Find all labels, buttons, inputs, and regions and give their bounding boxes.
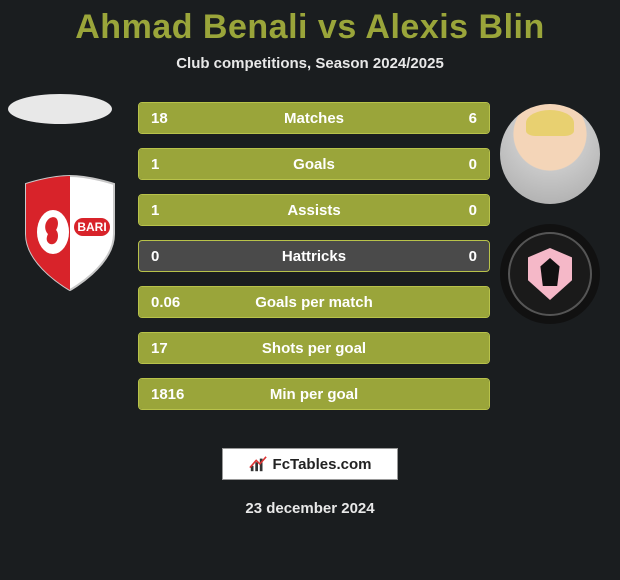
site-logo-text: FcTables.com: [273, 456, 372, 473]
club-left-badge: BARI: [20, 174, 120, 292]
comparison-body: BARI 186Matches 10Goals 10Assists 00Hattric…: [0, 94, 620, 424]
stat-row: 10Assists: [138, 194, 490, 226]
stat-row: 17Shots per goal: [138, 332, 490, 364]
stat-label: Goals per match: [139, 294, 489, 311]
stat-row: 1816Min per goal: [138, 378, 490, 410]
stat-label: Min per goal: [139, 386, 489, 403]
bar-chart-icon: [249, 455, 267, 473]
player-right-avatar: [500, 104, 600, 204]
stat-label: Matches: [139, 110, 489, 127]
stat-label: Hattricks: [139, 248, 489, 265]
stat-row: 00Hattricks: [138, 240, 490, 272]
footer-date: 23 december 2024: [0, 500, 620, 517]
site-logo: FcTables.com: [222, 448, 398, 480]
stat-label: Goals: [139, 156, 489, 173]
player-left-avatar: [8, 94, 112, 124]
bari-shield-icon: BARI: [20, 174, 120, 292]
palermo-badge-icon: [508, 232, 592, 316]
stat-label: Assists: [139, 202, 489, 219]
stat-row: 0.06Goals per match: [138, 286, 490, 318]
stat-row: 186Matches: [138, 102, 490, 134]
comparison-subtitle: Club competitions, Season 2024/2025: [0, 55, 620, 72]
comparison-title: Ahmad Benali vs Alexis Blin: [0, 0, 620, 47]
stat-row: 10Goals: [138, 148, 490, 180]
stats-bars: 186Matches 10Goals 10Assists 00Hattricks 0.0…: [138, 102, 490, 424]
club-right-badge: [500, 224, 600, 324]
svg-text:BARI: BARI: [77, 220, 106, 234]
stat-label: Shots per goal: [139, 340, 489, 357]
